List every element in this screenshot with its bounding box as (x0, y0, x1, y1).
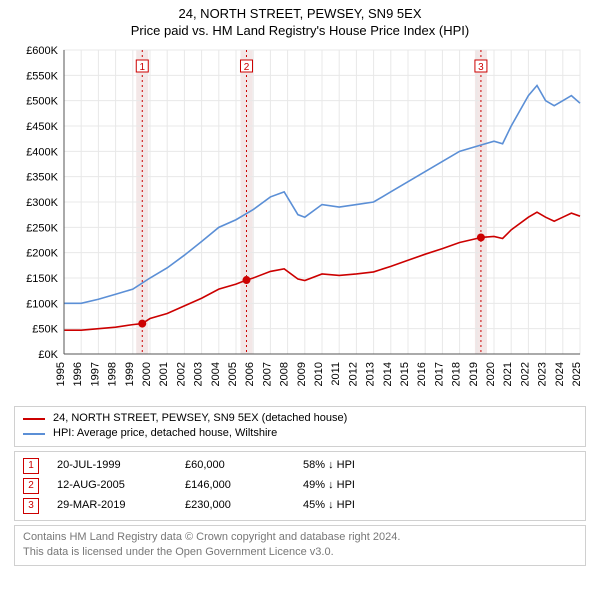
page-subtitle: Price paid vs. HM Land Registry's House … (0, 23, 600, 38)
transaction-diff: 45% ↓ HPI (303, 498, 355, 513)
transaction-row: 3 29-MAR-2019 £230,000 45% ↓ HPI (23, 496, 577, 516)
svg-text:1996: 1996 (72, 362, 84, 386)
svg-text:£350K: £350K (26, 172, 58, 184)
svg-text:2019: 2019 (468, 362, 480, 386)
transaction-price: £60,000 (185, 458, 285, 473)
legend-item: 24, NORTH STREET, PEWSEY, SN9 5EX (detac… (23, 411, 577, 426)
transaction-diff: 49% ↓ HPI (303, 478, 355, 493)
legend-item: HPI: Average price, detached house, Wilt… (23, 426, 577, 441)
svg-text:£200K: £200K (26, 248, 58, 260)
price-chart: £0K £50K £100K £150K £200K £250K £300K £350K £40… (12, 42, 588, 402)
svg-text:2011: 2011 (330, 362, 342, 386)
svg-text:£400K: £400K (26, 146, 58, 158)
svg-text:1998: 1998 (107, 362, 119, 386)
svg-text:2017: 2017 (433, 362, 445, 386)
svg-text:1999: 1999 (124, 362, 136, 386)
svg-text:2021: 2021 (502, 362, 514, 386)
attribution-line: This data is licensed under the Open Gov… (23, 545, 577, 560)
svg-text:2002: 2002 (175, 362, 187, 386)
legend-label: HPI: Average price, detached house, Wilt… (53, 426, 277, 441)
svg-text:2003: 2003 (193, 362, 205, 386)
transaction-date: 12-AUG-2005 (57, 478, 167, 493)
transactions-table: 1 20-JUL-1999 £60,000 58% ↓ HPI 2 12-AUG-2005… (14, 451, 586, 521)
transaction-price: £146,000 (185, 478, 285, 493)
attribution-line: Contains HM Land Registry data © Crown c… (23, 530, 577, 545)
transaction-badge: 3 (23, 498, 39, 514)
svg-text:1997: 1997 (89, 362, 101, 386)
legend-swatch (23, 433, 45, 435)
attribution: Contains HM Land Registry data © Crown c… (14, 525, 586, 566)
transaction-diff: 58% ↓ HPI (303, 458, 355, 473)
svg-text:2008: 2008 (279, 362, 291, 386)
svg-text:3: 3 (478, 62, 484, 73)
svg-text:2024: 2024 (554, 362, 566, 386)
svg-text:2010: 2010 (313, 362, 325, 386)
svg-text:2001: 2001 (158, 362, 170, 386)
svg-text:2005: 2005 (227, 362, 239, 386)
transaction-badge: 2 (23, 478, 39, 494)
svg-text:£550K: £550K (26, 70, 58, 82)
svg-text:2009: 2009 (296, 362, 308, 386)
svg-text:2014: 2014 (382, 362, 394, 386)
svg-text:2025: 2025 (571, 362, 583, 386)
svg-text:£150K: £150K (26, 273, 58, 285)
svg-text:£0K: £0K (38, 349, 58, 361)
svg-text:£50K: £50K (32, 324, 58, 336)
svg-text:2: 2 (244, 62, 250, 73)
svg-text:£100K: £100K (26, 298, 58, 310)
legend-swatch (23, 418, 45, 420)
svg-text:2015: 2015 (399, 362, 411, 386)
svg-text:1995: 1995 (55, 362, 67, 386)
transaction-row: 1 20-JUL-1999 £60,000 58% ↓ HPI (23, 456, 577, 476)
transaction-price: £230,000 (185, 498, 285, 513)
svg-text:2004: 2004 (210, 362, 222, 386)
svg-text:2000: 2000 (141, 362, 153, 386)
svg-text:2013: 2013 (365, 362, 377, 386)
svg-text:2006: 2006 (244, 362, 256, 386)
svg-text:2007: 2007 (261, 362, 273, 386)
svg-text:2022: 2022 (519, 362, 531, 386)
svg-text:1: 1 (139, 62, 145, 73)
transaction-badge: 1 (23, 458, 39, 474)
svg-text:£450K: £450K (26, 121, 58, 133)
svg-text:£600K: £600K (26, 45, 58, 57)
svg-text:2020: 2020 (485, 362, 497, 386)
svg-text:£300K: £300K (26, 197, 58, 209)
svg-text:2023: 2023 (537, 362, 549, 386)
transaction-date: 20-JUL-1999 (57, 458, 167, 473)
legend-label: 24, NORTH STREET, PEWSEY, SN9 5EX (detac… (53, 411, 347, 426)
svg-text:2018: 2018 (451, 362, 463, 386)
transaction-row: 2 12-AUG-2005 £146,000 49% ↓ HPI (23, 476, 577, 496)
legend: 24, NORTH STREET, PEWSEY, SN9 5EX (detac… (14, 406, 586, 447)
svg-text:£500K: £500K (26, 96, 58, 108)
transaction-date: 29-MAR-2019 (57, 498, 167, 513)
page-title: 24, NORTH STREET, PEWSEY, SN9 5EX (0, 6, 600, 21)
svg-text:£250K: £250K (26, 222, 58, 234)
svg-text:2016: 2016 (416, 362, 428, 386)
svg-text:2012: 2012 (347, 362, 359, 386)
